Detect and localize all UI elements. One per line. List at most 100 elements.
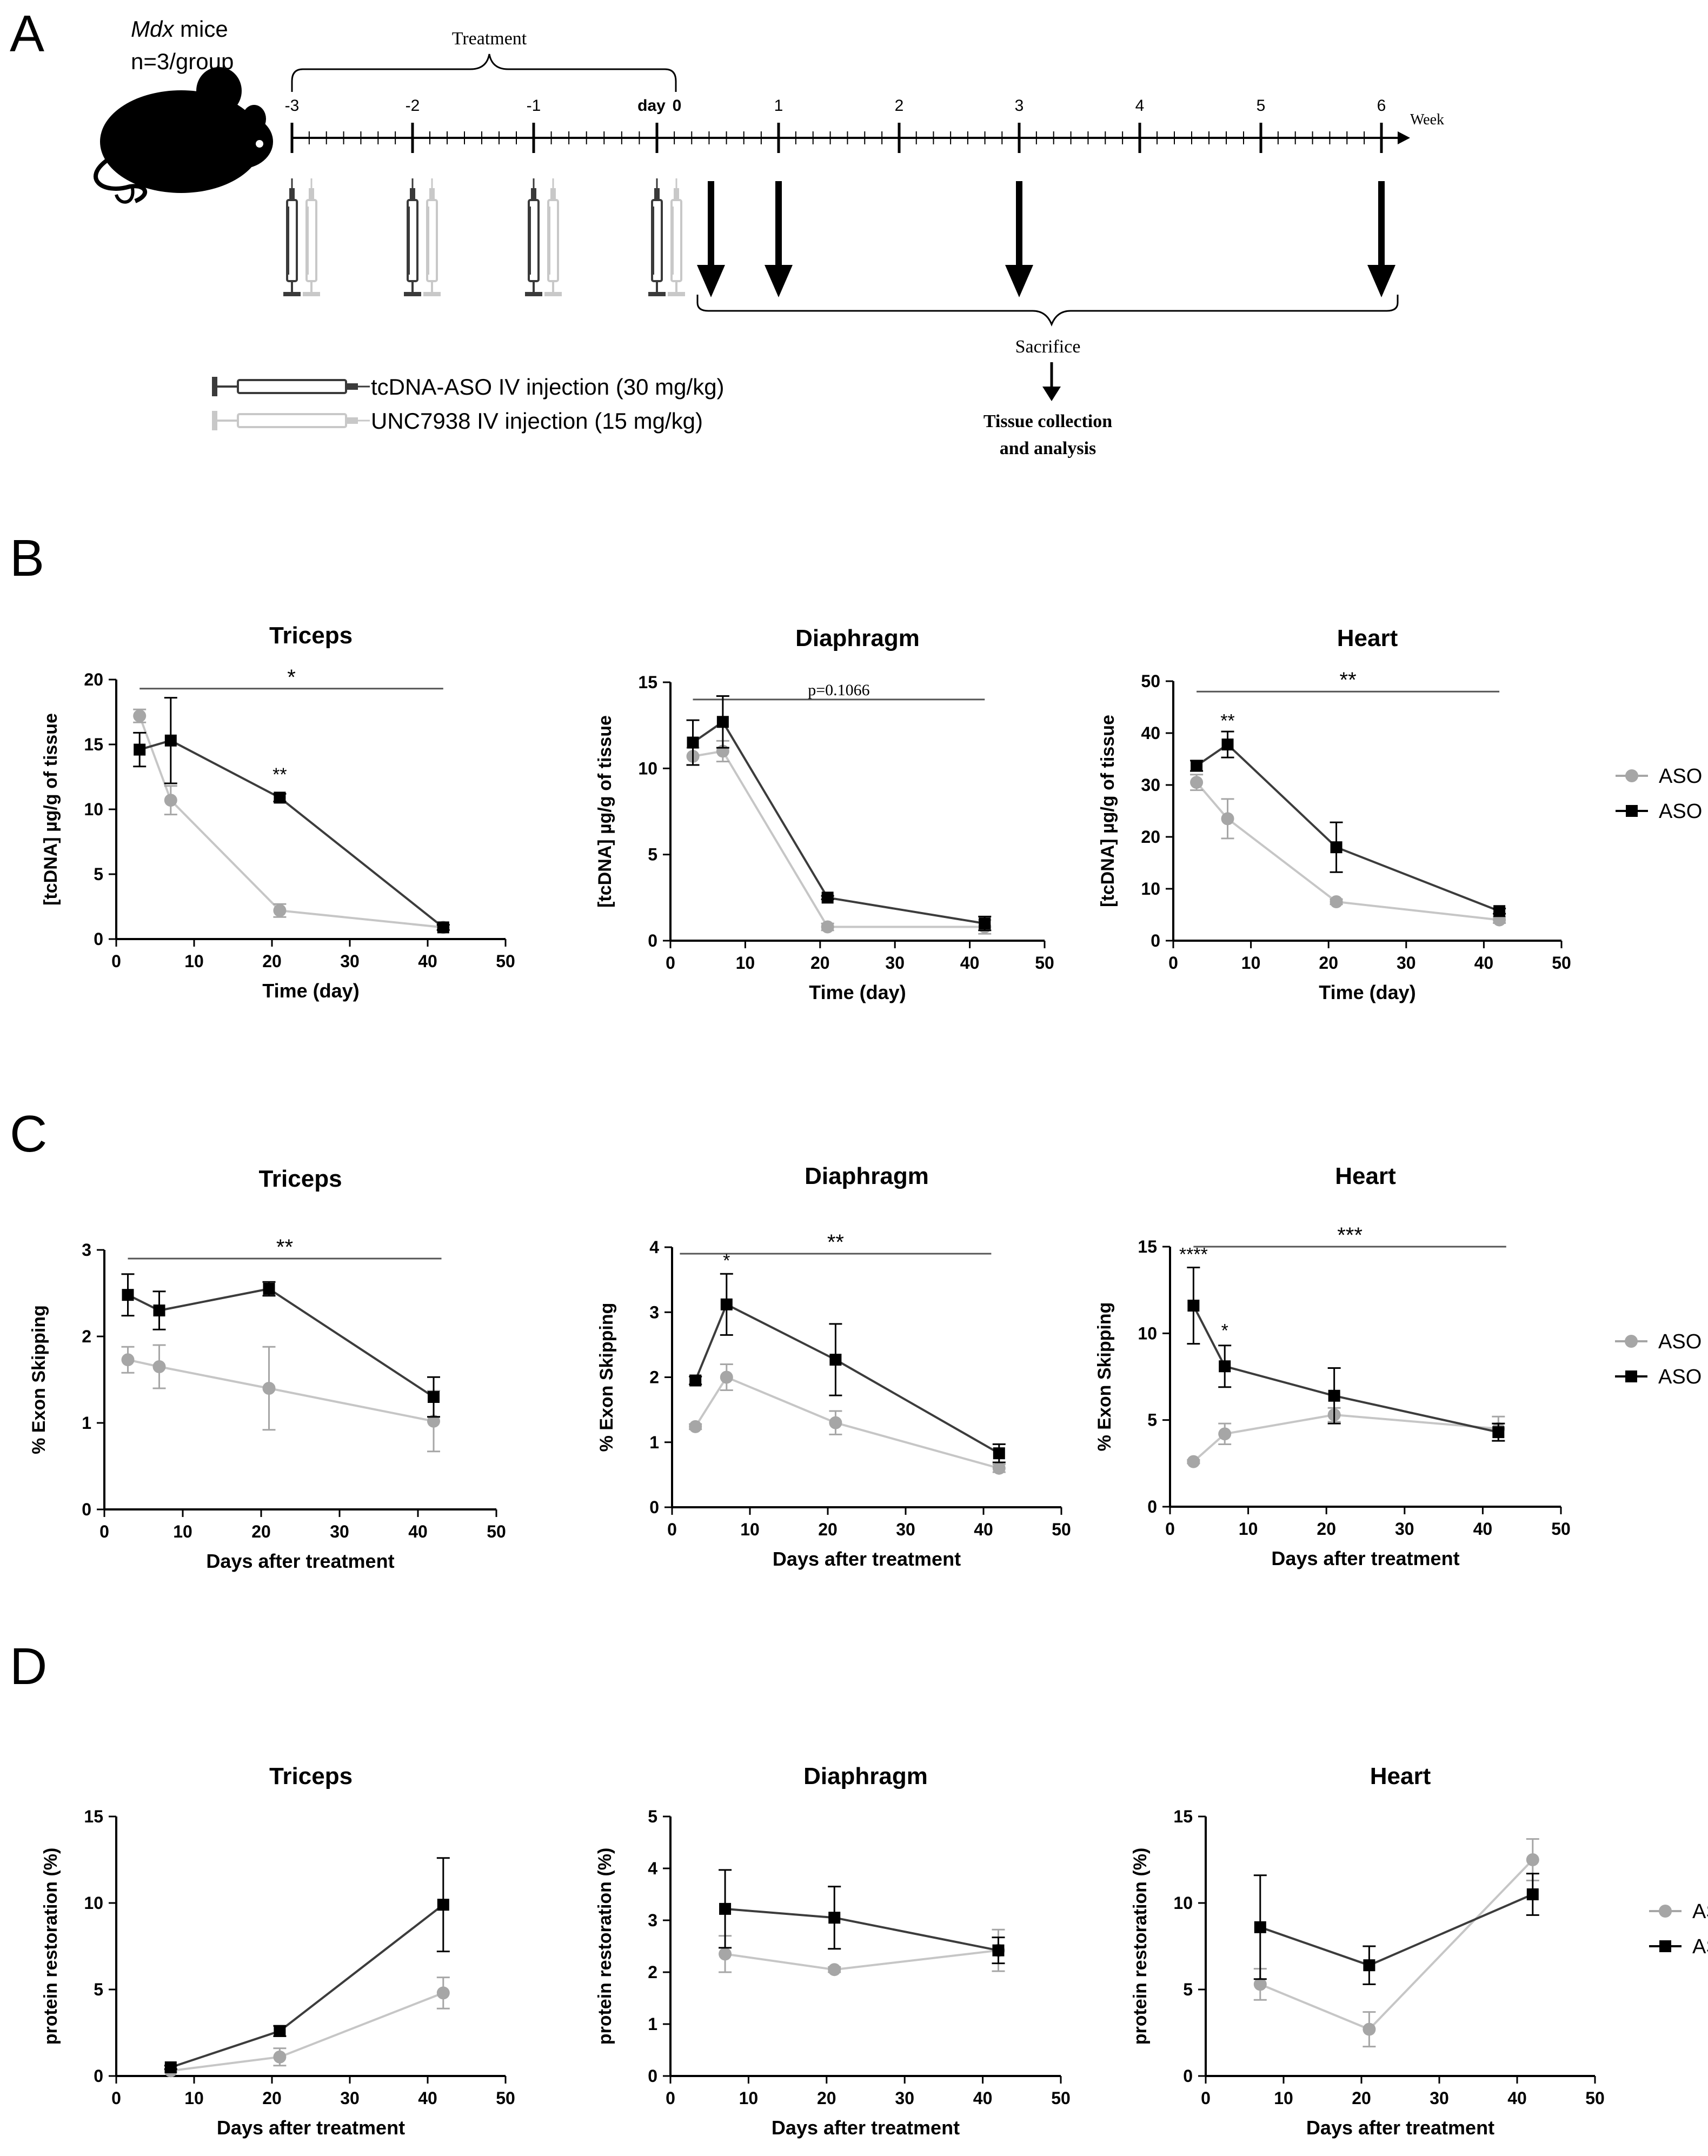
data-point-square (134, 743, 146, 756)
point-significance-label: * (723, 1250, 730, 1271)
data-point-square (1526, 1888, 1539, 1900)
x-tick-label: 40 (960, 953, 980, 973)
chart-b-heart: Heart 0 10 20 30 40 50 0 10 20 30 40 50 Time (day) [tc… (1098, 625, 1708, 1003)
x-tick-label: 30 (330, 1522, 349, 1541)
x-axis-label: Days after treatment (1271, 1547, 1459, 1569)
x-tick-label: 20 (251, 1522, 271, 1541)
y-tick-label: 15 (1138, 1237, 1157, 1256)
data-point-square (687, 736, 699, 749)
y-tick-label: 3 (649, 1302, 659, 1322)
series-line (1193, 1414, 1499, 1463)
y-tick-label: 2 (82, 1327, 91, 1346)
x-tick-label: 10 (184, 2088, 204, 2108)
data-point-square (719, 1902, 732, 1915)
data-point-square (1191, 760, 1203, 772)
y-tick-label: 5 (1147, 1410, 1157, 1430)
x-tick-label: 50 (1052, 1520, 1071, 1539)
point-significance-label: * (1221, 1321, 1228, 1341)
timeline-week-label: 0 (673, 97, 682, 115)
x-tick-label: 50 (1051, 2088, 1071, 2108)
syringe-unc-icon (668, 178, 685, 296)
x-tick-label: 0 (1168, 953, 1178, 973)
x-tick-label: 30 (340, 2088, 360, 2108)
data-point-circle (720, 1370, 733, 1384)
syringe-needle-hub (674, 188, 679, 200)
y-tick-label: 15 (638, 673, 657, 692)
y-tick-label: 4 (649, 1237, 659, 1257)
syringe-unc-icon (303, 178, 320, 296)
data-point-square (1363, 1959, 1375, 1972)
syringe-legend (212, 377, 370, 430)
x-tick-label: 10 (1241, 953, 1261, 973)
x-tick-label: 50 (496, 951, 515, 971)
series-line (694, 1303, 1000, 1454)
series-line (692, 720, 985, 925)
legend-marker-square (1659, 1940, 1671, 1952)
data-point-circle (436, 1986, 450, 2000)
x-axis-label: Days after treatment (772, 2117, 960, 2139)
y-tick-label: 5 (648, 1807, 657, 1826)
x-tick-label: 0 (667, 1520, 677, 1539)
x-axis-label: Time (day) (262, 980, 359, 1002)
y-axis-label: [tcDNA] µg/g of tissue (1098, 715, 1118, 907)
series-line (139, 739, 444, 928)
significance-label: p=0.1066 (808, 681, 869, 699)
legend-marker-circle (1625, 769, 1638, 782)
syringe-thumb (303, 292, 320, 296)
x-tick-label: 0 (111, 951, 121, 971)
series-line (127, 1287, 435, 1398)
y-tick-label: 15 (1173, 1807, 1193, 1826)
group-size-label: n=3/group (131, 49, 234, 74)
timeline-week-label: 4 (1135, 97, 1145, 115)
syringe-barrel (237, 413, 347, 428)
data-point-square (828, 1912, 841, 1924)
x-tick-label: 50 (487, 1522, 506, 1541)
syringe-thumb (648, 292, 666, 296)
data-point-square (1492, 1426, 1505, 1439)
collection-arrow-head (1042, 387, 1061, 401)
x-tick-label: 10 (736, 953, 755, 973)
x-tick-label: 40 (418, 951, 437, 971)
series-line (138, 715, 444, 929)
y-tick-label: 5 (648, 845, 657, 864)
y-tick-label: 40 (1141, 723, 1160, 743)
x-tick-label: 0 (1165, 1519, 1175, 1539)
series-line (694, 1376, 1000, 1469)
x-tick-label: 30 (885, 953, 905, 973)
legend-syringe-unc-icon (212, 411, 370, 430)
chart-title: Heart (1335, 1163, 1396, 1189)
series-aso (1253, 1838, 1539, 2048)
x-tick-label: 20 (262, 2088, 282, 2108)
data-point-square (274, 2025, 286, 2037)
x-tick-label: 10 (173, 1522, 192, 1541)
data-point-circle (992, 1461, 1006, 1475)
chart-b-triceps: Triceps 0 10 20 30 40 50 0 5 10 15 20 Time (day) [tcD… (41, 622, 515, 1002)
legend-marker-circle (1625, 1335, 1638, 1348)
data-point-circle (1253, 1978, 1267, 1991)
data-point-square (689, 1374, 702, 1387)
series-aso-7938 (1253, 1873, 1539, 1985)
data-point-circle (121, 1353, 135, 1367)
series-line (1195, 781, 1500, 921)
y-tick-label: 15 (84, 735, 103, 754)
x-tick-label: 50 (1585, 2088, 1605, 2108)
data-point-square (1219, 1360, 1231, 1373)
y-tick-label: 0 (1151, 931, 1160, 950)
chart-d-triceps: Triceps 0 10 20 30 40 50 0 5 10 15 Days after treat… (41, 1763, 515, 2139)
legend-label-aso: ASO (1692, 1900, 1708, 1923)
y-tick-label: 20 (84, 670, 103, 689)
data-point-circle (1218, 1427, 1232, 1441)
syringe-thumb (544, 292, 562, 296)
x-tick-label: 30 (895, 2088, 914, 2108)
point-significance-label: ** (273, 764, 287, 785)
y-tick-label: 5 (94, 1980, 103, 1999)
data-point-circle (1526, 1853, 1539, 1866)
panel-letter-a: A (10, 5, 44, 63)
data-point-circle (164, 794, 177, 807)
y-tick-label: 3 (648, 1911, 657, 1930)
x-tick-label: 50 (1552, 953, 1571, 973)
x-axis-label: Days after treatment (1306, 2117, 1494, 2139)
significance-label: ** (276, 1235, 293, 1259)
data-point-square (992, 1944, 1005, 1957)
data-point-square (1254, 1921, 1266, 1933)
